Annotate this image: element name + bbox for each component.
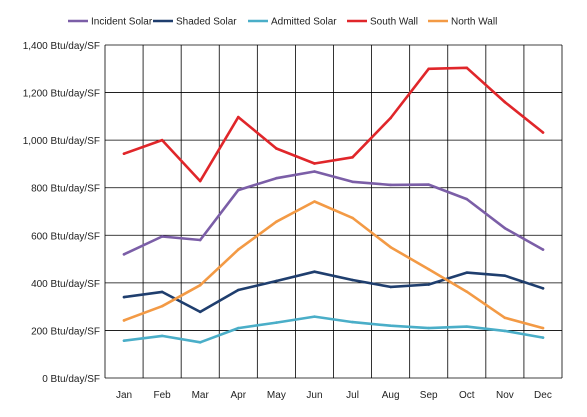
data-point [198, 238, 202, 242]
data-point [503, 100, 507, 104]
series-line-admitted-solar [122, 315, 545, 344]
data-point [160, 235, 164, 238]
data-point [503, 329, 507, 333]
series-line-north-wall [122, 200, 545, 330]
data-point [275, 176, 278, 180]
legend-label: Admitted Solar [271, 17, 337, 28]
data-point [427, 67, 431, 71]
data-point [275, 147, 278, 150]
x-tick-label: Sep [420, 390, 438, 401]
data-point [122, 319, 126, 322]
data-point [351, 180, 354, 184]
legend-label: Shaded Solar [176, 17, 237, 28]
data-point [236, 115, 240, 119]
x-tick-label: May [267, 390, 286, 401]
data-point [465, 271, 469, 274]
data-point [160, 138, 164, 142]
legend-label: North Wall [451, 17, 497, 28]
y-tick-label: 200 Btu/day/SF [31, 326, 100, 337]
data-point [236, 326, 240, 330]
data-point [122, 253, 126, 256]
data-point [465, 197, 469, 201]
y-tick-label: 600 Btu/day/SF [31, 231, 100, 242]
data-point [427, 283, 431, 286]
x-tick-label: Apr [231, 390, 247, 401]
y-tick-label: 800 Btu/day/SF [31, 184, 100, 195]
x-tick-label: Mar [192, 390, 210, 401]
data-point [465, 325, 469, 328]
data-point [198, 283, 202, 287]
data-point [122, 152, 126, 156]
data-point [351, 320, 354, 324]
data-point [389, 245, 392, 249]
data-point [160, 290, 164, 294]
data-point [313, 270, 316, 273]
y-tick-label: 0 Btu/day/SF [42, 374, 100, 385]
x-axis-ticks: Jan Feb Mar Apr May Jun Jul Aug Sep Oct Nov Dec [116, 390, 552, 401]
data-point [313, 170, 316, 173]
data-point [465, 66, 469, 70]
x-tick-label: Feb [154, 390, 172, 401]
data-point [541, 248, 545, 251]
data-point [389, 324, 392, 327]
data-point [198, 310, 202, 314]
x-tick-label: Jan [116, 390, 132, 401]
data-point [313, 200, 316, 203]
data-point [351, 155, 354, 159]
data-point [541, 326, 545, 330]
y-tick-label: 1,400 Btu/day/SF [23, 41, 100, 52]
series-line-incident-solar [122, 170, 545, 256]
data-point [427, 267, 431, 271]
y-axis-ticks: 0 Btu/day/SF 200 Btu/day/SF 400 Btu/day/SF… [23, 41, 100, 385]
data-point [427, 326, 431, 330]
data-point [236, 248, 240, 251]
data-point [122, 339, 126, 342]
x-tick-label: Jul [346, 390, 359, 401]
gridlines [104, 44, 563, 379]
data-point [275, 220, 278, 224]
data-point [389, 285, 392, 289]
data-point [236, 288, 240, 292]
data-point [313, 315, 316, 318]
data-point [503, 226, 507, 230]
data-point [275, 279, 278, 283]
y-tick-label: 400 Btu/day/SF [31, 279, 100, 290]
x-tick-label: Aug [382, 390, 400, 401]
y-tick-label: 1,000 Btu/day/SF [23, 136, 100, 147]
data-point [503, 274, 507, 278]
data-point [122, 295, 126, 299]
data-point [427, 183, 431, 186]
data-point [351, 216, 354, 220]
x-tick-label: Nov [496, 390, 514, 401]
data-point [236, 188, 240, 192]
data-point [275, 321, 278, 324]
data-point [389, 183, 392, 187]
series-line-south-wall [122, 66, 545, 183]
data-point [541, 336, 545, 339]
data-point [198, 341, 202, 344]
legend: Incident Solar Shaded Solar Admitted Solar… [68, 17, 497, 28]
data-point [503, 316, 507, 320]
data-point [160, 304, 164, 308]
data-point [351, 278, 354, 282]
y-tick-label: 1,200 Btu/day/SF [23, 89, 100, 100]
data-point [389, 116, 392, 120]
legend-label: South Wall [370, 17, 418, 28]
x-tick-label: Oct [459, 390, 475, 401]
legend-label: Incident Solar [91, 17, 153, 28]
data-point [198, 179, 202, 183]
x-tick-label: Jun [306, 390, 322, 401]
data-point [541, 131, 545, 134]
data-point [160, 334, 164, 338]
data-point [313, 162, 316, 165]
series-line-shaded-solar [122, 270, 545, 314]
data-point [465, 290, 469, 293]
series-lines [122, 66, 545, 344]
data-point [541, 287, 545, 290]
x-tick-label: Dec [534, 390, 552, 401]
